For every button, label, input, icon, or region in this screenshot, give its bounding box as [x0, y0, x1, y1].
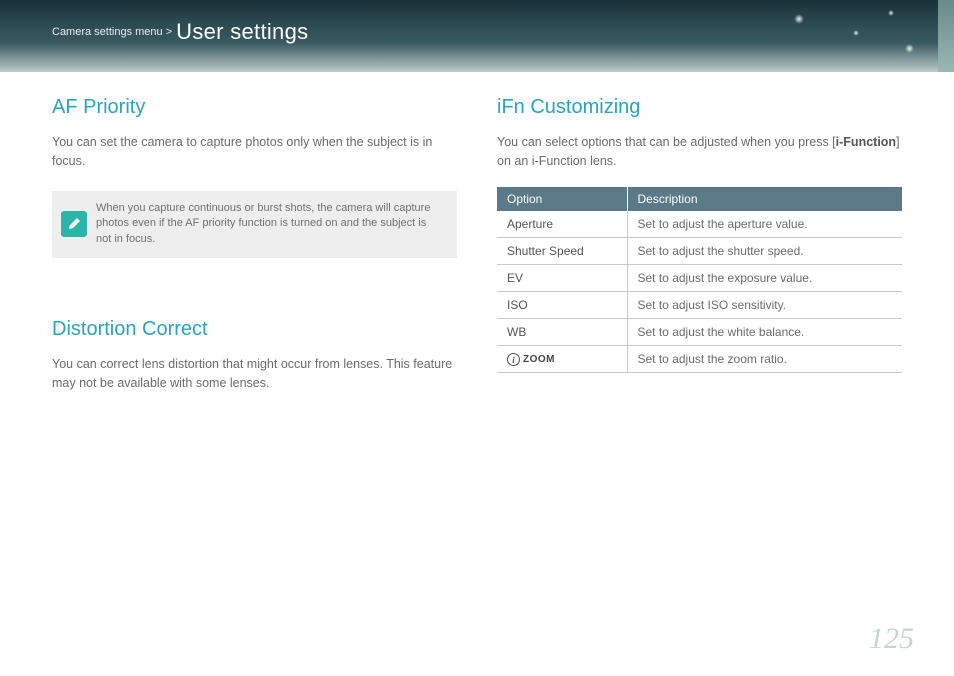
section-heading-ifn: iFn Customizing: [497, 96, 902, 119]
note-text: When you capture continuous or burst sho…: [96, 191, 457, 259]
section-heading-distortion: Distortion Correct: [52, 318, 457, 341]
section-heading-af-priority: AF Priority: [52, 96, 457, 119]
description-cell: Set to adjust ISO sensitivity.: [627, 291, 902, 318]
table-row: iZOOM Set to adjust the zoom ratio.: [497, 345, 902, 373]
izoom-icon: iZOOM: [507, 353, 555, 366]
breadcrumb: Camera settings menu >: [52, 26, 172, 38]
table-row: Shutter SpeedSet to adjust the shutter s…: [497, 237, 902, 264]
page-header: Camera settings menu > User settings: [0, 0, 954, 72]
decor-sparkle: [794, 14, 804, 24]
description-cell: Set to adjust the aperture value.: [627, 211, 902, 238]
af-priority-body: You can set the camera to capture photos…: [52, 133, 457, 171]
left-column: AF Priority You can set the camera to ca…: [52, 96, 457, 393]
page-title: User settings: [176, 19, 308, 45]
decor-sparkle: [905, 44, 914, 53]
description-cell: Set to adjust the exposure value.: [627, 264, 902, 291]
distortion-body: You can correct lens distortion that mig…: [52, 355, 457, 393]
table-row: EVSet to adjust the exposure value.: [497, 264, 902, 291]
ifn-body-bold: i-Function: [836, 135, 896, 149]
note-icon-wrap: [52, 191, 96, 259]
table-row: WBSet to adjust the white balance.: [497, 318, 902, 345]
option-cell: WB: [497, 318, 627, 345]
option-cell: Shutter Speed: [497, 237, 627, 264]
description-cell: Set to adjust the white balance.: [627, 318, 902, 345]
page-number: 125: [869, 622, 914, 656]
table-row: ApertureSet to adjust the aperture value…: [497, 211, 902, 238]
option-cell: Aperture: [497, 211, 627, 238]
ifn-body-pre: You can select options that can be adjus…: [497, 135, 836, 149]
ifn-options-table: Option Description ApertureSet to adjust…: [497, 187, 902, 374]
table-header-option: Option: [497, 187, 627, 211]
note-box: When you capture continuous or burst sho…: [52, 191, 457, 259]
decor-sparkle: [888, 10, 894, 16]
right-column: iFn Customizing You can select options t…: [497, 96, 902, 393]
description-cell: Set to adjust the zoom ratio.: [627, 345, 902, 373]
decor-sparkle: [853, 30, 859, 36]
pen-note-icon: [61, 211, 87, 237]
description-cell: Set to adjust the shutter speed.: [627, 237, 902, 264]
option-cell: EV: [497, 264, 627, 291]
ifn-body: You can select options that can be adjus…: [497, 133, 902, 171]
option-cell: iZOOM: [497, 345, 627, 373]
table-row: ISOSet to adjust ISO sensitivity.: [497, 291, 902, 318]
content-area: AF Priority You can set the camera to ca…: [0, 72, 954, 393]
table-header-description: Description: [627, 187, 902, 211]
option-cell: ISO: [497, 291, 627, 318]
